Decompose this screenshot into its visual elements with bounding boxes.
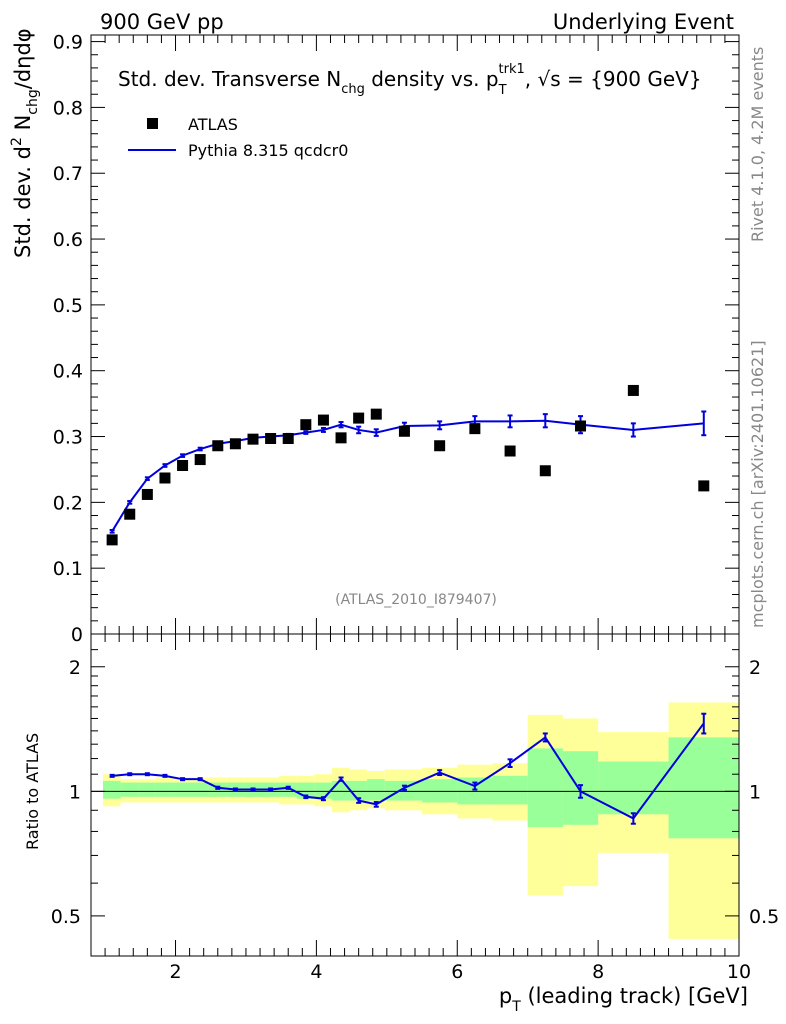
x-axis-label: pT (leading track) [GeV] [499,984,748,1015]
main-y-tick-label: 0.5 [53,295,83,317]
mcplots-credit-label: mcplots.cern.ch [arXiv:2401.10621] [748,340,767,628]
atlas-point [106,534,118,546]
ratio-stat-uncertainty-band [331,780,350,801]
atlas-point [353,412,365,424]
ratio-y-tick-label-right: 2 [749,657,761,679]
atlas-point [575,420,587,432]
ratio-stat-uncertainty-band [138,782,156,797]
ratio-stat-uncertainty-band [102,780,121,799]
atlas-point [469,423,481,435]
x-tick-label: 10 [727,961,751,983]
atlas-point [335,432,347,444]
header-left-label: 900 GeV pp [100,10,224,34]
legend-pythia-label: Pythia 8.315 qcdcr0 [188,141,348,160]
atlas-point [194,454,206,466]
main-y-tick-label: 0.8 [53,97,83,119]
pythia-line [111,419,704,532]
ratio-y-tick-label: 0.5 [51,906,81,928]
atlas-point [539,465,551,477]
atlas-point [229,438,241,450]
main-title: Std. dev. Transverse Nchg density vs. pT… [118,62,702,98]
ratio-y-tick-label-right: 0.5 [749,906,779,928]
atlas-point [159,472,171,484]
atlas-point [124,508,136,520]
atlas-point [212,440,224,452]
atlas-point [398,425,410,437]
main-y-tick-label: 0.7 [53,163,83,185]
x-tick-label: 8 [592,961,604,983]
atlas-point [282,433,294,445]
atlas-point [141,488,153,500]
rivet-version-label: Rivet 4.1.0, 4.2M events [748,47,767,242]
atlas-point [300,419,312,431]
ratio-stat-uncertainty-band [668,737,739,839]
main-y-tick-label: 0.9 [53,32,83,54]
ratio-panel: 0.5 0.5 1 1 2 2 2 4 6 8 10 [51,633,779,983]
atlas-point [370,408,382,420]
ratio-stat-uncertainty-band [367,779,385,801]
main-y-axis-label: Std. dev. d2 Nchg/dηdφ [9,28,41,258]
x-tick-label: 2 [169,961,181,983]
ratio-stat-uncertainty-band [422,779,458,803]
main-y-tick-label: 0.2 [53,492,83,514]
main-y-tick-label: 0 [71,624,83,646]
ratio-stat-uncertainty-band [527,748,563,827]
atlas-point [504,445,516,457]
atlas-point [265,433,277,445]
x-tick-label: 6 [451,961,463,983]
ratio-y-tick-label: 2 [69,657,81,679]
ratio-y-tick-label-right: 1 [749,781,761,803]
atlas-point [177,459,189,471]
analysis-watermark: (ATLAS_2010_I879407) [335,592,497,608]
main-y-tick-label: 0.4 [53,361,83,383]
legend-atlas-label: ATLAS [188,115,238,134]
ratio-stat-uncertainty-band [191,782,209,797]
ratio-pythia-line [112,722,705,820]
ratio-stat-uncertainty-band [155,782,174,797]
main-y-tick-label: 0.1 [53,558,83,580]
atlas-point [247,433,259,445]
main-y-tick-label: 0.6 [53,229,83,251]
ratio-stat-uncertainty-band [173,782,192,797]
ratio-stat-uncertainty-band [492,775,528,805]
atlas-point [698,480,710,492]
atlas-point [434,440,446,452]
header-right-label: Underlying Event [553,10,734,34]
atlas-point [317,414,329,426]
ratio-y-axis-label: Ratio to ATLAS [23,733,42,850]
main-panel: 0 0.1 0.2 0.3 0.4 0.5 0.6 0.7 0.8 0.9 [53,32,740,646]
legend-atlas-marker [147,118,158,129]
atlas-point [627,384,639,396]
ratio-stat-uncertainty-band [120,782,139,797]
x-tick-label: 4 [310,961,322,983]
legend: ATLAS Pythia 8.315 qcdcr0 [128,115,348,160]
ratio-y-tick-label: 1 [69,781,81,803]
main-y-tick-label: 0.3 [53,427,83,449]
